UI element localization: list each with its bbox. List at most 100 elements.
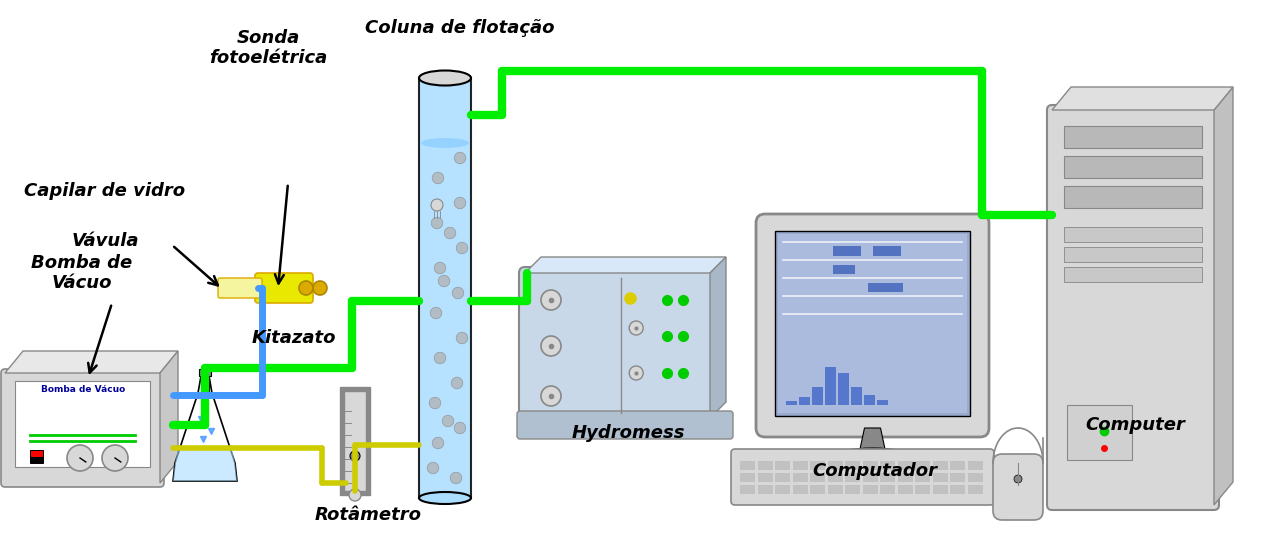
Bar	[778, 234, 967, 413]
Bar	[933, 473, 948, 482]
Bar	[202, 373, 209, 393]
Circle shape	[454, 152, 466, 164]
Circle shape	[299, 281, 313, 295]
Circle shape	[102, 445, 128, 471]
Circle shape	[434, 262, 445, 274]
Bar	[792, 473, 808, 482]
Polygon shape	[174, 449, 237, 481]
Circle shape	[438, 275, 450, 287]
Bar	[828, 473, 842, 482]
Circle shape	[541, 386, 561, 406]
Bar	[915, 473, 930, 482]
Text: Computador: Computador	[813, 462, 938, 480]
Bar	[810, 485, 826, 494]
Circle shape	[1014, 475, 1022, 483]
Bar	[915, 461, 930, 470]
Circle shape	[434, 352, 445, 364]
Bar	[967, 485, 983, 494]
Circle shape	[541, 290, 561, 310]
Circle shape	[433, 172, 444, 184]
Circle shape	[68, 445, 93, 471]
Text: Bomba de Vácuo: Bomba de Vácuo	[41, 384, 125, 393]
Bar	[799, 397, 810, 405]
Bar	[775, 473, 790, 482]
Bar	[345, 391, 366, 491]
Bar	[845, 485, 860, 494]
Bar	[880, 473, 894, 482]
Bar	[868, 283, 903, 292]
Bar	[740, 485, 755, 494]
Bar	[1067, 405, 1132, 460]
Bar	[933, 461, 948, 470]
Bar	[863, 461, 878, 470]
Bar	[897, 473, 912, 482]
Circle shape	[313, 281, 327, 295]
Circle shape	[454, 422, 466, 434]
Bar	[838, 373, 849, 405]
Bar	[1064, 126, 1202, 148]
Bar	[828, 485, 842, 494]
Polygon shape	[859, 428, 887, 456]
Bar	[812, 387, 823, 405]
Circle shape	[454, 197, 466, 209]
Bar	[967, 461, 983, 470]
Bar	[775, 461, 790, 470]
Circle shape	[443, 415, 454, 427]
Ellipse shape	[421, 138, 470, 148]
Bar	[758, 473, 772, 482]
Polygon shape	[1213, 87, 1233, 505]
Bar	[833, 246, 861, 256]
Circle shape	[629, 366, 643, 380]
Bar	[880, 485, 894, 494]
FancyBboxPatch shape	[517, 411, 732, 439]
Bar	[967, 473, 983, 482]
Bar	[339, 387, 370, 495]
Bar	[1064, 227, 1202, 242]
Bar	[915, 485, 930, 494]
Circle shape	[350, 489, 361, 501]
Text: Vávula: Vávula	[71, 232, 139, 250]
Circle shape	[457, 332, 468, 344]
FancyBboxPatch shape	[255, 273, 313, 303]
Bar	[828, 461, 842, 470]
Circle shape	[430, 307, 441, 319]
Circle shape	[431, 217, 443, 229]
FancyBboxPatch shape	[755, 214, 989, 437]
FancyBboxPatch shape	[1, 369, 165, 487]
Bar	[786, 401, 798, 405]
Circle shape	[450, 472, 462, 484]
Circle shape	[541, 336, 561, 356]
Bar	[863, 485, 878, 494]
Bar	[740, 461, 755, 470]
Bar	[833, 265, 855, 274]
Bar	[419, 78, 471, 498]
Circle shape	[444, 227, 456, 239]
Bar	[810, 461, 826, 470]
Bar	[740, 473, 755, 482]
Text: Computer: Computer	[1085, 416, 1185, 434]
Bar	[864, 395, 875, 405]
Polygon shape	[709, 257, 726, 418]
Circle shape	[629, 321, 643, 335]
FancyBboxPatch shape	[1048, 105, 1219, 510]
Bar	[1064, 267, 1202, 282]
Polygon shape	[160, 351, 177, 483]
Text: Sonda
fotoelétrica: Sonda fotoelétrica	[209, 29, 327, 67]
Ellipse shape	[835, 448, 910, 464]
Bar	[31, 450, 43, 457]
Bar	[826, 367, 836, 405]
FancyBboxPatch shape	[731, 449, 994, 505]
Bar	[775, 485, 790, 494]
Bar	[877, 400, 888, 405]
Bar	[873, 246, 901, 256]
Bar	[792, 485, 808, 494]
FancyBboxPatch shape	[15, 381, 151, 467]
Polygon shape	[174, 376, 237, 481]
Text: Rotâmetro: Rotâmetro	[314, 506, 421, 524]
Bar	[845, 473, 860, 482]
FancyBboxPatch shape	[775, 231, 970, 416]
Circle shape	[350, 451, 360, 461]
Polygon shape	[1051, 87, 1233, 110]
Polygon shape	[524, 257, 726, 273]
Bar	[951, 485, 965, 494]
